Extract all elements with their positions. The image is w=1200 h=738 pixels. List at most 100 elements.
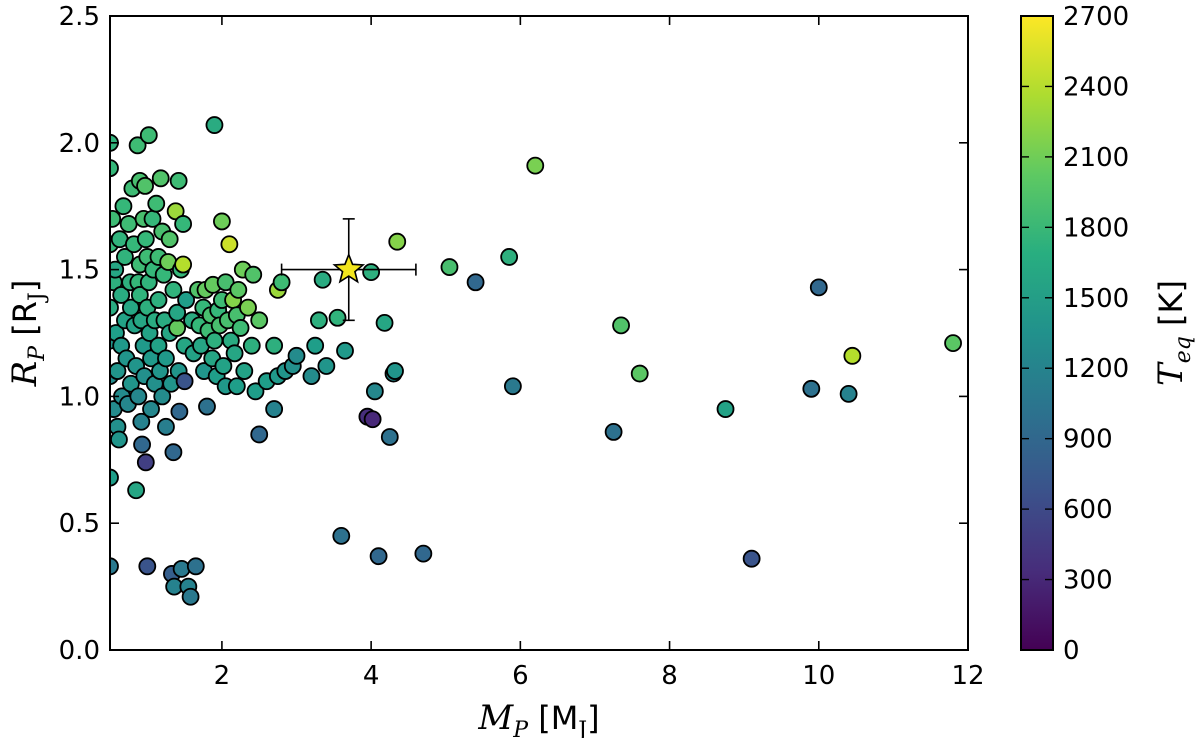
colorbar-tick-label: 300 — [1063, 566, 1113, 596]
data-point — [265, 336, 284, 355]
data-point — [380, 428, 399, 446]
data-point — [216, 273, 235, 292]
data-point — [157, 349, 175, 368]
x-tick-label: 2 — [214, 661, 231, 691]
x-axis-unit: [M — [528, 699, 578, 737]
data-point — [110, 298, 119, 317]
data-point — [839, 384, 858, 403]
x-axis-label: MP [MJ] — [477, 698, 599, 738]
data-point — [336, 341, 354, 360]
x-tick-label: 4 — [363, 661, 380, 691]
data-point — [160, 230, 179, 249]
data-point — [302, 367, 321, 386]
data-point — [142, 400, 160, 418]
data-point — [110, 430, 128, 449]
x-axis-unit-sub: J — [576, 718, 587, 738]
data-point — [168, 319, 187, 337]
data-point — [809, 278, 828, 297]
data-point — [742, 549, 761, 568]
data-point — [205, 116, 224, 134]
data-point — [170, 402, 189, 421]
data-point — [157, 417, 175, 436]
data-point — [313, 270, 332, 289]
data-point — [229, 280, 248, 299]
data-point — [147, 194, 166, 213]
data-point — [500, 248, 519, 266]
data-point — [272, 273, 291, 292]
colorbar-tick-label: 2400 — [1063, 72, 1129, 102]
data-point — [944, 334, 962, 353]
data-point — [114, 197, 133, 216]
x-axis-subscript: P — [512, 718, 529, 738]
data-point — [414, 544, 433, 563]
x-axis-unit-close: ] — [587, 699, 599, 737]
data-point — [630, 364, 649, 383]
data-point — [116, 248, 134, 266]
colorbar-subscript: eq — [1171, 336, 1196, 363]
colorbar-tick-label: 600 — [1063, 495, 1113, 525]
y-axis-subscript: P — [25, 345, 50, 362]
data-point — [250, 425, 269, 444]
data-point — [129, 387, 148, 406]
y-tick-label: 1.5 — [59, 256, 100, 286]
data-point — [168, 303, 187, 322]
data-point — [186, 557, 205, 576]
data-point — [716, 400, 735, 418]
y-axis-label: RP [RJ] — [5, 280, 50, 388]
data-point — [128, 136, 147, 155]
data-point — [317, 357, 336, 375]
data-point — [175, 372, 194, 391]
x-tick-label: 6 — [512, 661, 529, 691]
data-point — [227, 377, 246, 396]
data-point — [265, 400, 284, 418]
y-tick-label: 0.5 — [59, 509, 100, 539]
data-point — [466, 273, 485, 292]
data-point — [604, 423, 623, 441]
data-point — [287, 346, 306, 365]
data-point — [133, 435, 151, 454]
data-point — [132, 412, 151, 431]
data-point — [332, 526, 351, 545]
x-tick-label: 8 — [661, 661, 678, 691]
data-point — [151, 169, 170, 188]
colorbar-label: Teq [K] — [1151, 280, 1196, 386]
data-point — [181, 587, 200, 606]
data-point — [138, 557, 157, 576]
colorbar-tick-label: 0 — [1063, 636, 1080, 666]
plot-frame — [109, 15, 969, 651]
data-point — [110, 468, 119, 487]
data-point — [110, 209, 122, 228]
data-point — [244, 265, 263, 284]
data-point — [213, 212, 231, 231]
data-point — [612, 316, 630, 335]
x-tick-label: 12 — [951, 661, 984, 691]
highlight-star-marker — [332, 252, 366, 284]
data-point — [139, 126, 158, 145]
colorbar-tick-label: 1200 — [1063, 354, 1129, 384]
data-point — [127, 481, 146, 500]
y-axis-unit-sub: J — [25, 292, 50, 303]
data-point — [174, 215, 193, 233]
data-point — [112, 286, 131, 304]
data-point — [136, 453, 155, 472]
data-point — [369, 547, 388, 566]
colorbar-tick-label: 2100 — [1063, 143, 1129, 173]
data-point — [306, 336, 325, 355]
colorbar-tick-label: 2700 — [1063, 2, 1129, 32]
data-point — [164, 280, 183, 299]
y-axis-unit: [R — [6, 301, 44, 346]
data-point — [177, 291, 196, 309]
data-point — [242, 336, 261, 355]
scatter-points — [110, 116, 962, 606]
data-point — [231, 319, 250, 337]
y-tick-label: 2.0 — [59, 129, 100, 159]
data-point — [119, 215, 138, 233]
data-point — [440, 258, 459, 276]
highlight-planet — [280, 218, 417, 322]
data-point — [225, 344, 244, 363]
data-point — [136, 177, 154, 195]
data-point — [205, 331, 224, 350]
colorbar-tick-label: 1500 — [1063, 284, 1129, 314]
colorbar-tick-label: 1800 — [1063, 213, 1129, 243]
